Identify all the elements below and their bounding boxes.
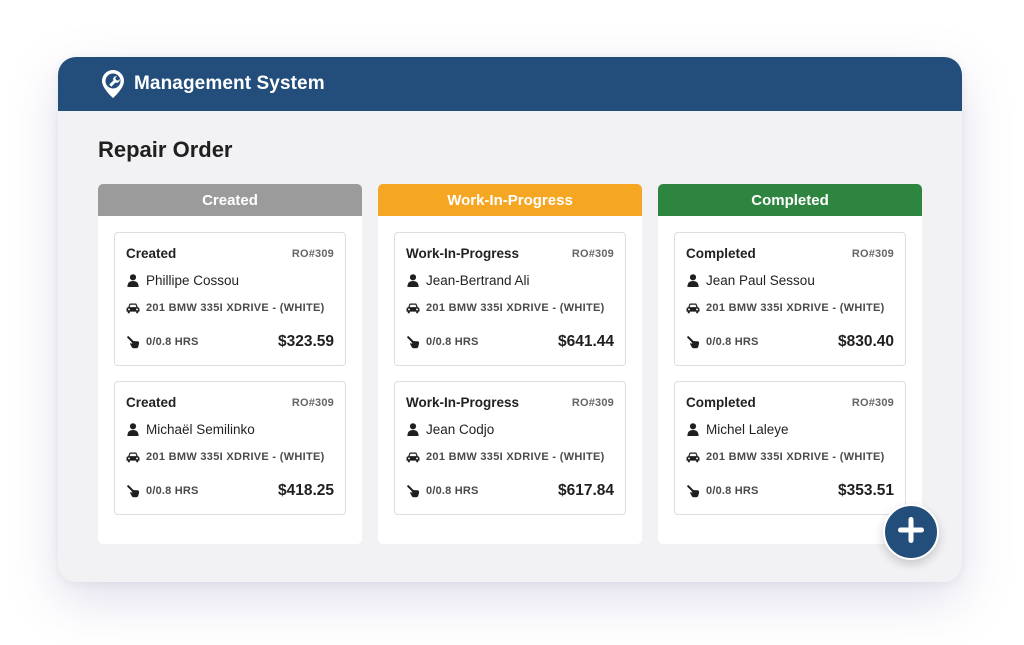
person-icon bbox=[686, 423, 700, 437]
repair-order-number: RO#309 bbox=[851, 397, 894, 409]
hours-row: 0/0.8 HRS bbox=[126, 484, 199, 498]
repair-order-number: RO#309 bbox=[571, 248, 614, 260]
card-status: Work-In-Progress bbox=[406, 246, 520, 261]
hand-pointer-icon bbox=[406, 335, 420, 349]
person-icon bbox=[126, 423, 140, 437]
card-status: Completed bbox=[686, 395, 756, 410]
customer-name: Michel Laleye bbox=[706, 422, 789, 437]
vehicle-description: 201 BMW 335I XDRIVE - (WHITE) bbox=[426, 451, 605, 463]
column-header: Created bbox=[98, 184, 362, 216]
vehicle-row: 201 BMW 335I XDRIVE - (WHITE) bbox=[126, 301, 325, 315]
customer-name: Jean Paul Sessou bbox=[706, 273, 815, 288]
customer-name: Jean Codjo bbox=[426, 422, 495, 437]
labor-hours: 0/0.8 HRS bbox=[146, 485, 199, 497]
labor-hours: 0/0.8 HRS bbox=[706, 336, 759, 348]
app-title: Management System bbox=[134, 73, 325, 94]
order-total: $418.25 bbox=[277, 482, 334, 499]
customer-row: Michaël Semilinko bbox=[126, 422, 255, 437]
labor-hours: 0/0.8 HRS bbox=[146, 336, 199, 348]
vehicle-description: 201 BMW 335I XDRIVE - (WHITE) bbox=[146, 451, 325, 463]
order-total: $323.59 bbox=[277, 333, 334, 350]
person-icon bbox=[686, 274, 700, 288]
vehicle-description: 201 BMW 335I XDRIVE - (WHITE) bbox=[146, 302, 325, 314]
order-total: $353.51 bbox=[837, 482, 894, 499]
customer-name: Michaël Semilinko bbox=[146, 422, 255, 437]
vehicle-row: 201 BMW 335I XDRIVE - (WHITE) bbox=[686, 450, 885, 464]
vehicle-description: 201 BMW 335I XDRIVE - (WHITE) bbox=[426, 302, 605, 314]
labor-hours: 0/0.8 HRS bbox=[426, 336, 479, 348]
labor-hours: 0/0.8 HRS bbox=[426, 485, 479, 497]
vehicle-description: 201 BMW 335I XDRIVE - (WHITE) bbox=[706, 451, 885, 463]
card-list: Completed RO#309 Jean Paul Sessou 201 BMW 3… bbox=[658, 216, 922, 515]
vehicle-row: 201 BMW 335I XDRIVE - (WHITE) bbox=[406, 301, 605, 315]
column-header: Completed bbox=[658, 184, 922, 216]
app-window: Management System Repair Order Created C… bbox=[58, 57, 962, 582]
card-status: Created bbox=[126, 395, 177, 410]
card-list: Created RO#309 Phillipe Cossou 201 BMW 335I… bbox=[98, 216, 362, 515]
kanban-board: Created Created RO#309 Phillipe Cossou 201 … bbox=[98, 184, 922, 544]
repair-order-number: RO#309 bbox=[291, 397, 334, 409]
hours-row: 0/0.8 HRS bbox=[686, 335, 759, 349]
hand-pointer-icon bbox=[126, 335, 140, 349]
order-total: $830.40 bbox=[837, 333, 894, 350]
repair-order-card[interactable]: Work-In-Progress RO#309 Jean Codjo 201 BMW … bbox=[394, 381, 626, 515]
person-icon bbox=[406, 423, 420, 437]
column-completed: Completed Completed RO#309 Jean Paul Sesso… bbox=[658, 184, 922, 544]
column-work-in-progress: Work-In-Progress Work-In-Progress RO#309 J… bbox=[378, 184, 642, 544]
customer-row: Jean Paul Sessou bbox=[686, 273, 815, 288]
app-header: Management System bbox=[58, 57, 962, 111]
car-icon bbox=[406, 301, 420, 315]
repair-order-number: RO#309 bbox=[851, 248, 894, 260]
car-icon bbox=[126, 301, 140, 315]
vehicle-row: 201 BMW 335I XDRIVE - (WHITE) bbox=[406, 450, 605, 464]
order-total: $617.84 bbox=[557, 482, 614, 499]
car-icon bbox=[406, 450, 420, 464]
card-status: Created bbox=[126, 246, 177, 261]
repair-order-card[interactable]: Completed RO#309 Jean Paul Sessou 201 BMW 3… bbox=[674, 232, 906, 366]
column-created: Created Created RO#309 Phillipe Cossou 201 … bbox=[98, 184, 362, 544]
car-icon bbox=[686, 450, 700, 464]
customer-row: Jean-Bertrand Ali bbox=[406, 273, 530, 288]
vehicle-description: 201 BMW 335I XDRIVE - (WHITE) bbox=[706, 302, 885, 314]
customer-name: Phillipe Cossou bbox=[146, 273, 240, 288]
order-total: $641.44 bbox=[557, 333, 614, 350]
repair-order-card[interactable]: Work-In-Progress RO#309 Jean-Bertrand Ali 2… bbox=[394, 232, 626, 366]
card-status: Work-In-Progress bbox=[406, 395, 520, 410]
hand-pointer-icon bbox=[686, 335, 700, 349]
column-header: Work-In-Progress bbox=[378, 184, 642, 216]
hours-row: 0/0.8 HRS bbox=[686, 484, 759, 498]
plus-icon bbox=[896, 515, 926, 550]
add-repair-order-button[interactable] bbox=[883, 504, 939, 560]
page-title: Repair Order bbox=[98, 137, 233, 162]
repair-order-card[interactable]: Completed RO#309 Michel Laleye 201 BMW 335I… bbox=[674, 381, 906, 515]
hand-pointer-icon bbox=[126, 484, 140, 498]
person-icon bbox=[126, 274, 140, 288]
card-list: Work-In-Progress RO#309 Jean-Bertrand Ali 2… bbox=[378, 216, 642, 515]
map-pin-wrench-icon bbox=[100, 69, 126, 99]
customer-name: Jean-Bertrand Ali bbox=[426, 273, 530, 288]
customer-row: Michel Laleye bbox=[686, 422, 789, 437]
car-icon bbox=[126, 450, 140, 464]
hours-row: 0/0.8 HRS bbox=[406, 335, 479, 349]
labor-hours: 0/0.8 HRS bbox=[706, 485, 759, 497]
customer-row: Phillipe Cossou bbox=[126, 273, 239, 288]
customer-row: Jean Codjo bbox=[406, 422, 494, 437]
hours-row: 0/0.8 HRS bbox=[406, 484, 479, 498]
hours-row: 0/0.8 HRS bbox=[126, 335, 199, 349]
hand-pointer-icon bbox=[686, 484, 700, 498]
hand-pointer-icon bbox=[406, 484, 420, 498]
person-icon bbox=[406, 274, 420, 288]
vehicle-row: 201 BMW 335I XDRIVE - (WHITE) bbox=[126, 450, 325, 464]
vehicle-row: 201 BMW 335I XDRIVE - (WHITE) bbox=[686, 301, 885, 315]
repair-order-card[interactable]: Created RO#309 Michaël Semilinko 201 BMW 33… bbox=[114, 381, 346, 515]
repair-order-number: RO#309 bbox=[291, 248, 334, 260]
card-status: Completed bbox=[686, 246, 756, 261]
repair-order-card[interactable]: Created RO#309 Phillipe Cossou 201 BMW 335I… bbox=[114, 232, 346, 366]
car-icon bbox=[686, 301, 700, 315]
repair-order-number: RO#309 bbox=[571, 397, 614, 409]
